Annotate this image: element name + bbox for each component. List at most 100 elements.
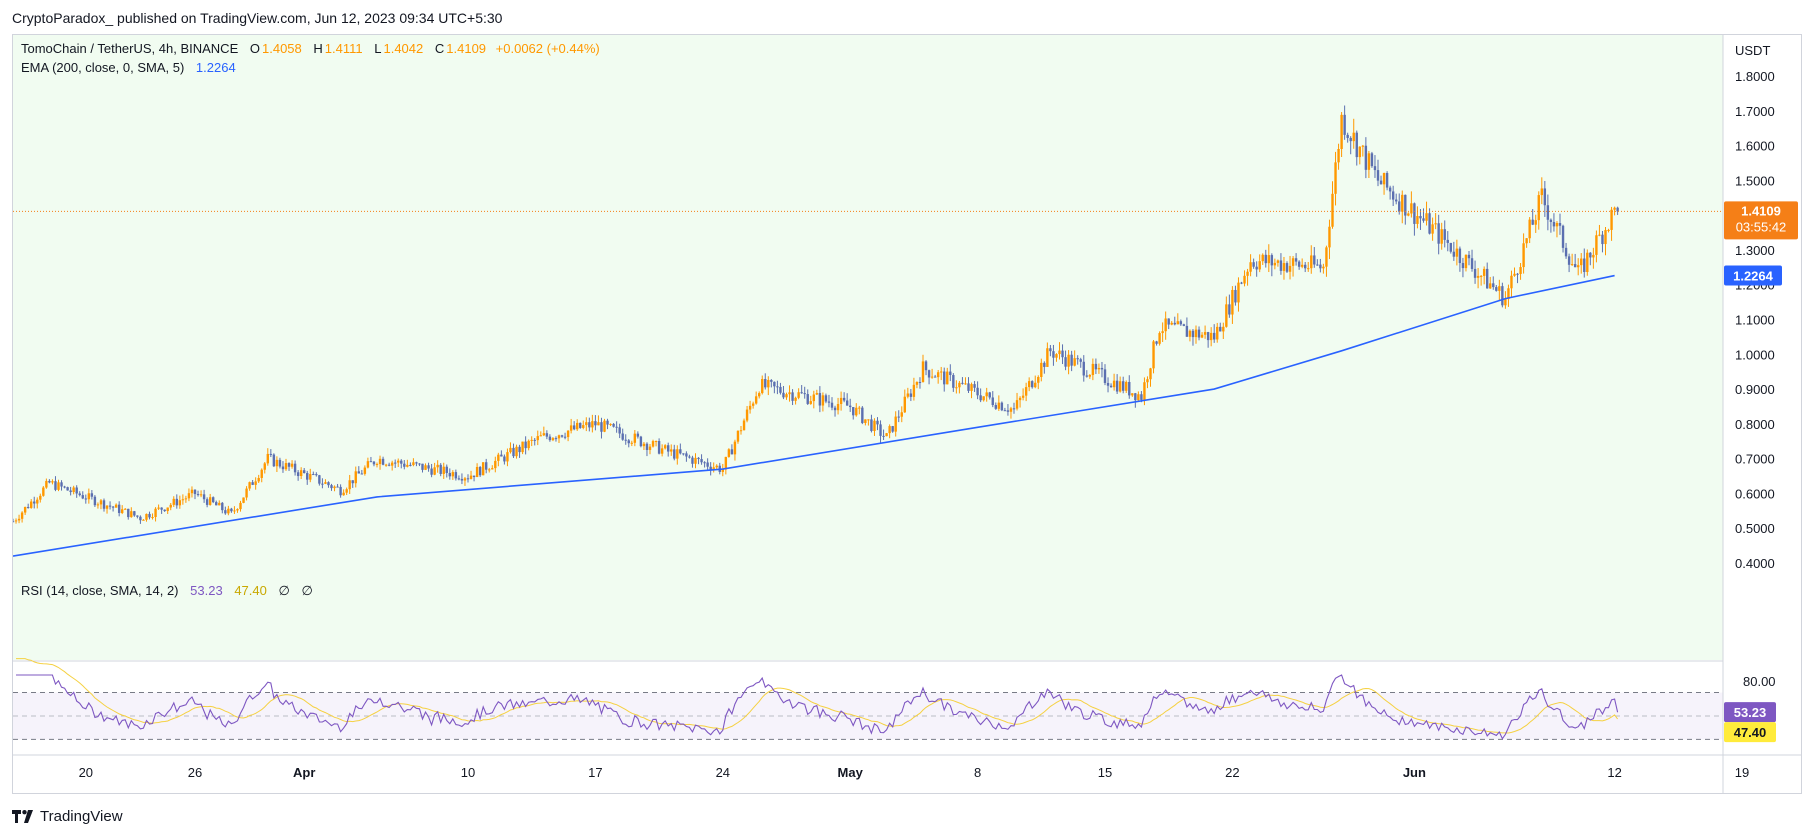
candle-body[interactable] — [909, 393, 913, 397]
candle-body[interactable] — [1540, 188, 1543, 196]
candle-body[interactable] — [157, 507, 160, 509]
candle-body[interactable] — [709, 466, 712, 470]
candle-body[interactable] — [196, 494, 200, 496]
candle-body[interactable] — [797, 392, 800, 398]
candle-body[interactable] — [576, 422, 579, 430]
candle-body[interactable] — [451, 472, 455, 477]
candle-body[interactable] — [1561, 225, 1565, 248]
candle-body[interactable] — [788, 392, 791, 395]
candle-body[interactable] — [494, 460, 497, 469]
candle-body[interactable] — [830, 402, 834, 408]
candle-body[interactable] — [272, 454, 276, 467]
candle-body[interactable] — [1486, 268, 1489, 289]
candle-body[interactable] — [1470, 258, 1474, 269]
candle-body[interactable] — [1564, 247, 1568, 257]
candle-body[interactable] — [1476, 275, 1480, 278]
candle-body[interactable] — [1598, 234, 1601, 236]
candle-body[interactable] — [867, 419, 870, 421]
candle-body[interactable] — [154, 508, 157, 518]
candle-body[interactable] — [1440, 229, 1443, 244]
candle-body[interactable] — [102, 500, 106, 509]
candle-body[interactable] — [378, 458, 382, 465]
candle-body[interactable] — [1267, 255, 1270, 264]
candle-body[interactable] — [736, 430, 740, 442]
candle-body[interactable] — [23, 506, 27, 513]
candle-body[interactable] — [630, 442, 633, 444]
candle-body[interactable] — [1134, 393, 1137, 401]
candle-body[interactable] — [754, 396, 758, 404]
candle-body[interactable] — [1170, 322, 1173, 325]
candle-body[interactable] — [949, 371, 952, 376]
candle-body[interactable] — [30, 501, 33, 508]
candle-body[interactable] — [1452, 251, 1456, 257]
candle-body[interactable] — [54, 481, 57, 490]
rsi-pane[interactable] — [13, 663, 1723, 753]
candle-body[interactable] — [1552, 221, 1556, 227]
candle-body[interactable] — [888, 426, 891, 434]
candle-body[interactable] — [1097, 367, 1101, 370]
candle-body[interactable] — [1567, 256, 1571, 265]
candle-body[interactable] — [124, 508, 127, 510]
candle-body[interactable] — [712, 467, 715, 470]
candle-body[interactable] — [436, 464, 439, 468]
candle-body[interactable] — [1449, 242, 1452, 252]
candle-body[interactable] — [1413, 203, 1416, 224]
candle-body[interactable] — [776, 386, 779, 388]
candle-body[interactable] — [63, 486, 66, 488]
tradingview-branding[interactable]: TradingView — [12, 808, 123, 825]
candle-body[interactable] — [33, 501, 36, 504]
candle-body[interactable] — [703, 462, 706, 464]
candle-body[interactable] — [1358, 146, 1361, 158]
candle-body[interactable] — [936, 372, 940, 378]
candle-body[interactable] — [639, 436, 643, 447]
candle-body[interactable] — [327, 482, 330, 486]
candle-body[interactable] — [1082, 361, 1085, 376]
candle-body[interactable] — [336, 486, 339, 488]
candle-body[interactable] — [839, 397, 843, 405]
candle-body[interactable] — [782, 392, 785, 398]
rsi-ma-line[interactable] — [16, 658, 1619, 734]
candle-body[interactable] — [1219, 326, 1222, 332]
candle-body[interactable] — [1376, 170, 1380, 181]
candle-body[interactable] — [1331, 193, 1334, 227]
candle-body[interactable] — [1492, 283, 1495, 288]
candle-body[interactable] — [1464, 254, 1468, 269]
ema-line[interactable] — [12, 274, 1615, 557]
candle-body[interactable] — [230, 508, 233, 512]
candle-body[interactable] — [976, 387, 979, 396]
candle-body[interactable] — [17, 518, 21, 521]
candle-body[interactable] — [1473, 268, 1477, 278]
candle-body[interactable] — [1525, 238, 1528, 244]
candle-body[interactable] — [1504, 299, 1507, 306]
candle-body[interactable] — [1379, 180, 1383, 185]
candle-body[interactable] — [1419, 216, 1422, 219]
candle-body[interactable] — [800, 392, 803, 394]
candle-body[interactable] — [1225, 304, 1228, 327]
candle-body[interactable] — [1398, 201, 1401, 212]
candle-body[interactable] — [1027, 381, 1031, 388]
candle-body[interactable] — [1589, 252, 1592, 258]
candle-body[interactable] — [184, 498, 188, 500]
candle-body[interactable] — [1249, 262, 1252, 272]
candle-body[interactable] — [1152, 341, 1155, 369]
candle-body[interactable] — [1255, 266, 1258, 270]
candle-body[interactable] — [900, 412, 903, 417]
candle-body[interactable] — [930, 376, 934, 378]
candle-body[interactable] — [1143, 382, 1146, 400]
candle-body[interactable] — [827, 401, 831, 403]
candle-body[interactable] — [915, 381, 919, 385]
candle-body[interactable] — [1146, 379, 1149, 383]
candle-body[interactable] — [1558, 223, 1562, 226]
candle-body[interactable] — [403, 463, 406, 467]
candle-body[interactable] — [127, 508, 130, 518]
candle-body[interactable] — [873, 420, 876, 432]
candle-body[interactable] — [1501, 286, 1504, 306]
candle-body[interactable] — [381, 458, 385, 465]
candle-body[interactable] — [1528, 219, 1531, 239]
candle-body[interactable] — [202, 494, 206, 500]
candle-body[interactable] — [1103, 369, 1107, 383]
candle-body[interactable] — [539, 435, 542, 437]
candle-body[interactable] — [93, 496, 97, 506]
candle-body[interactable] — [390, 462, 394, 466]
candle-body[interactable] — [11, 521, 15, 523]
